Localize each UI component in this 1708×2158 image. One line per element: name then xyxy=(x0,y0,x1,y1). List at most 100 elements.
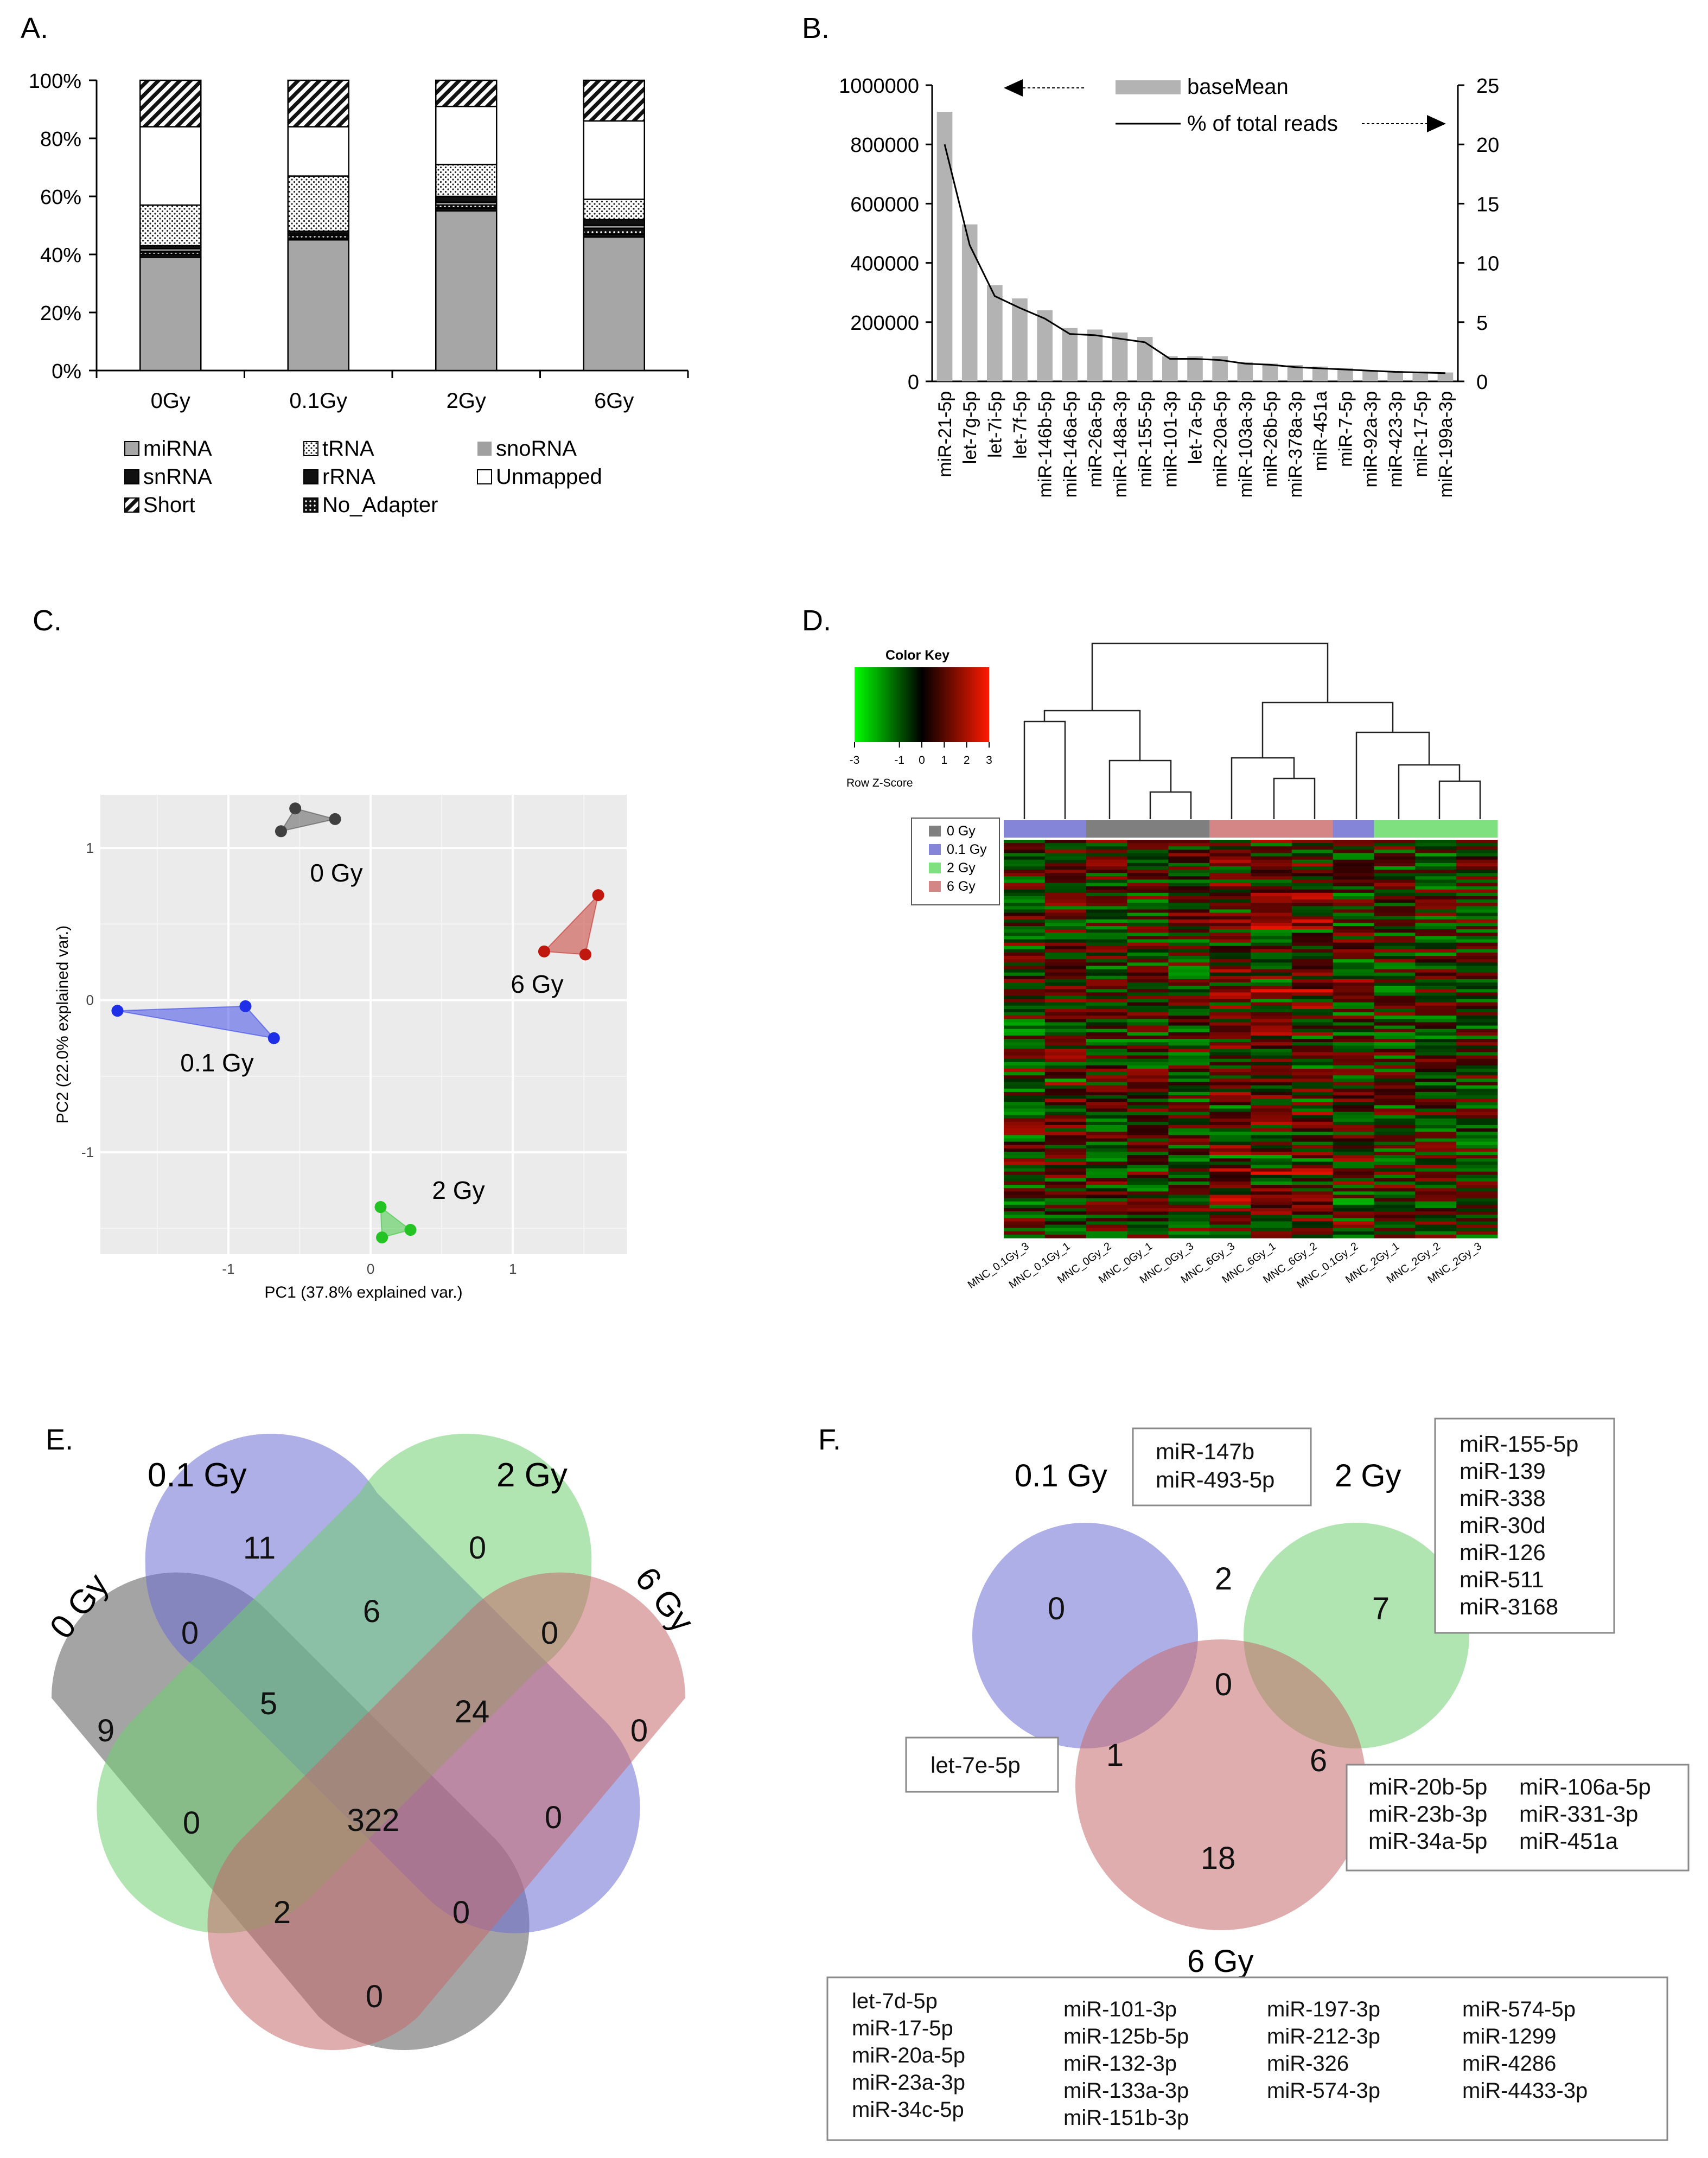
heatmap-cell xyxy=(1086,1168,1127,1172)
heatmap-cell xyxy=(1209,1132,1251,1135)
heatmap-cell xyxy=(1415,1069,1457,1072)
heatmap-cell xyxy=(1209,946,1251,950)
group-label: 2 Gy xyxy=(432,1176,485,1204)
heatmap-cell xyxy=(1086,1105,1127,1109)
heatmap-cell xyxy=(1004,1035,1046,1039)
heatmap-cell xyxy=(1086,1185,1127,1189)
venn-e-count: 0 xyxy=(630,1713,648,1748)
heatmap-cell xyxy=(1333,1062,1374,1066)
heatmap-cell xyxy=(1456,1174,1498,1179)
heatmap-cell xyxy=(1333,1125,1374,1129)
heatmap-cell xyxy=(1374,850,1416,854)
heatmap-cell xyxy=(1086,870,1127,873)
heatmap-cell xyxy=(1044,1188,1087,1192)
heatmap-cell xyxy=(1209,906,1251,910)
heatmap-cell xyxy=(1127,962,1169,967)
mirna-label: miR-20b-5p xyxy=(1368,1774,1487,1799)
heatmap-cell xyxy=(1251,1029,1292,1033)
heatmap-cell xyxy=(1374,1091,1416,1096)
heatmap-cell xyxy=(1086,1182,1127,1185)
heatmap-cell xyxy=(1209,1191,1251,1196)
heatmap-cell xyxy=(1415,1224,1457,1229)
heatmap-cell xyxy=(1127,1062,1169,1066)
legend-line-label: % of total reads xyxy=(1187,112,1338,136)
heatmap-cell xyxy=(1127,1198,1169,1202)
heatmap-cell xyxy=(1004,1032,1046,1036)
heatmap-cell xyxy=(1168,1039,1210,1043)
bar-segment-no_adapter xyxy=(583,227,645,235)
heatmap-cell xyxy=(1127,1182,1169,1185)
heatmap-cell xyxy=(1333,899,1374,903)
heatmap-cell xyxy=(1004,942,1046,947)
heatmap-cell xyxy=(1044,1016,1087,1019)
heatmap-cell xyxy=(1456,1155,1498,1159)
heatmap-cell xyxy=(1456,859,1498,864)
heatmap-cell xyxy=(1333,859,1374,864)
heatmap-cell xyxy=(1456,1032,1498,1036)
heatmap-cell xyxy=(1291,879,1334,884)
heatmap-cell xyxy=(1415,1221,1457,1225)
heatmap-cell xyxy=(1086,1062,1127,1066)
heatmap-cell xyxy=(1374,946,1416,950)
heatmap-cell xyxy=(1209,952,1251,956)
column-group-bar xyxy=(1251,820,1292,838)
heatmap-cell xyxy=(1374,966,1416,970)
heatmap-cell xyxy=(1415,992,1457,997)
box-01-2gy xyxy=(1132,1427,1312,1506)
heatmap-cell xyxy=(1251,926,1292,930)
heatmap-cell xyxy=(1168,1008,1210,1013)
y-tick-label: 0 xyxy=(86,992,94,1008)
heatmap-cell xyxy=(1004,1078,1046,1083)
heatmap-cell xyxy=(1251,966,1292,970)
y-tick-label-right: 5 xyxy=(1476,312,1488,335)
heatmap-cell xyxy=(1456,1168,1498,1172)
heatmap-cell xyxy=(1333,936,1374,940)
heatmap-cell xyxy=(1415,1108,1457,1113)
heatmap-cell xyxy=(1209,1032,1251,1036)
heatmap-cell xyxy=(1004,1115,1046,1119)
heatmap-cell xyxy=(1127,903,1169,906)
heatmap-cell xyxy=(1044,926,1087,930)
heatmap-cell xyxy=(1456,1069,1498,1072)
heatmap-cell xyxy=(1456,1224,1498,1229)
heatmap-cell xyxy=(1127,1075,1169,1079)
heatmap-cell xyxy=(1251,1088,1292,1093)
heatmap-cell xyxy=(1168,1025,1210,1030)
heatmap-cell xyxy=(1456,1161,1498,1166)
heatmap-cell xyxy=(1209,1141,1251,1146)
heatmap-cell xyxy=(1127,1121,1169,1126)
heatmap-cell xyxy=(1333,903,1374,906)
heatmap-cell xyxy=(1209,1025,1251,1030)
heatmap-cell xyxy=(1127,1165,1169,1169)
heatmap-cell xyxy=(1044,1155,1087,1159)
heatmap-cell xyxy=(1209,1208,1251,1212)
heatmap-cell xyxy=(1251,949,1292,953)
venn-e-count: 0 xyxy=(469,1530,486,1566)
heatmap-cell xyxy=(1333,986,1374,989)
heatmap-cell xyxy=(1456,1029,1498,1033)
heatmap-cell xyxy=(1333,975,1374,980)
heatmap-cell xyxy=(1415,1125,1457,1129)
heatmap-cell xyxy=(1004,959,1046,963)
heatmap-cell xyxy=(1209,972,1251,976)
heatmap-cell xyxy=(1127,959,1169,963)
heatmap-cell xyxy=(1415,949,1457,953)
heatmap-cell xyxy=(1168,1065,1210,1069)
heatmap-cell xyxy=(1291,1115,1334,1119)
y-tick-label: 20% xyxy=(40,302,81,325)
panel-label-e: E. xyxy=(46,1423,73,1456)
mirna-label: miR-1299 xyxy=(1462,2025,1556,2048)
heatmap-cell xyxy=(1086,1138,1127,1142)
heatmap-cell xyxy=(1456,956,1498,960)
heatmap-cell xyxy=(1415,1058,1457,1063)
heatmap-cell xyxy=(1004,870,1046,873)
heatmap-cell xyxy=(1044,1168,1087,1172)
heatmap-cell xyxy=(1168,1195,1210,1199)
heatmap-cell xyxy=(1374,1019,1416,1023)
heatmap-cell xyxy=(1251,1201,1292,1205)
heatmap-cell xyxy=(1251,1115,1292,1119)
heatmap-cell xyxy=(1415,1082,1457,1086)
heatmap-cell xyxy=(1044,1065,1087,1069)
